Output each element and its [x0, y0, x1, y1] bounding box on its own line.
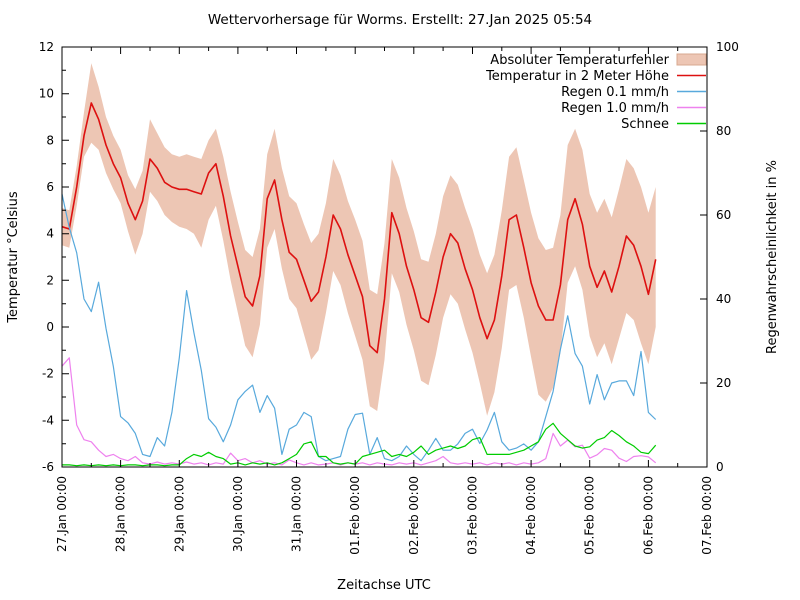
snow-line [62, 422, 657, 467]
y-left-tick-label: 2 [46, 273, 54, 287]
y-left-tick-label: 6 [46, 180, 54, 194]
plot-frame-and-ticks [61, 46, 708, 468]
legend-band-swatch [676, 53, 707, 66]
rain-10mmh-line [61, 357, 657, 466]
x-tick-label: 02.Feb 00:00 [407, 476, 421, 555]
y-right-tick-label: 20 [716, 376, 731, 390]
y-left-tick-label: 8 [46, 133, 54, 147]
y-right-tick-label: 40 [716, 292, 731, 306]
y-left-tick-label: 0 [46, 320, 54, 334]
y-axis-label-right: Regenwahrscheinlichkeit in % [765, 160, 780, 354]
legend-item-label: Regen 1.0 mm/h [561, 101, 669, 116]
legend-item-label: Schnee [621, 117, 669, 132]
y-left-tick-label: -4 [42, 413, 54, 427]
x-tick-label: 27.Jan 00:00 [55, 476, 69, 552]
y-right-tick-label: 100 [716, 40, 739, 54]
x-tick-label: 31.Jan 00:00 [290, 476, 304, 552]
x-tick-label: 28.Jan 00:00 [114, 476, 128, 552]
y-left-tick-label: -6 [42, 460, 54, 474]
temperature-2m-line [61, 102, 657, 354]
y-left-tick-label: 4 [46, 227, 54, 241]
y-right-tick-label: 60 [716, 208, 731, 222]
y-left-tick-label: -2 [42, 367, 54, 381]
y-left-tick-label: 12 [39, 40, 54, 54]
x-tick-label: 29.Jan 00:00 [172, 476, 186, 552]
rain-01mmh-line [61, 193, 657, 462]
axis-ticks [61, 46, 708, 468]
chart-title: Wettervorhersage für Worms. Erstellt: 27… [208, 12, 592, 28]
temperature-error-band-area [62, 63, 656, 416]
x-tick-label: 07.Feb 00:00 [700, 476, 714, 555]
legend-item-label: Temperatur in 2 Meter Höhe [485, 69, 669, 84]
y-right-tick-label: 80 [716, 124, 731, 138]
x-tick-label: 04.Feb 00:00 [524, 476, 538, 555]
x-tick-label: 01.Feb 00:00 [348, 476, 362, 555]
x-axis-label: Zeitachse UTC [337, 578, 431, 593]
legend-item-label: Absoluter Temperaturfehler [490, 53, 669, 68]
x-tick-label: 03.Feb 00:00 [466, 476, 480, 555]
y-right-tick-label: 0 [716, 460, 724, 474]
temperature-error-band [62, 63, 656, 416]
y-axis-label-left: Temperatur °Celsius [6, 191, 21, 324]
axis-tick-labels: 27.Jan 00:00 28.Jan 00:00 29.Jan 00:00 30.J… [39, 40, 739, 555]
x-tick-label: 05.Feb 00:00 [583, 476, 597, 555]
legend-item-label: Regen 0.1 mm/h [561, 85, 669, 100]
x-tick-label: 30.Jan 00:00 [231, 476, 245, 552]
y-left-tick-label: 10 [39, 87, 54, 101]
data-series-lines [61, 102, 657, 467]
x-tick-label: 06.Feb 00:00 [641, 476, 655, 555]
